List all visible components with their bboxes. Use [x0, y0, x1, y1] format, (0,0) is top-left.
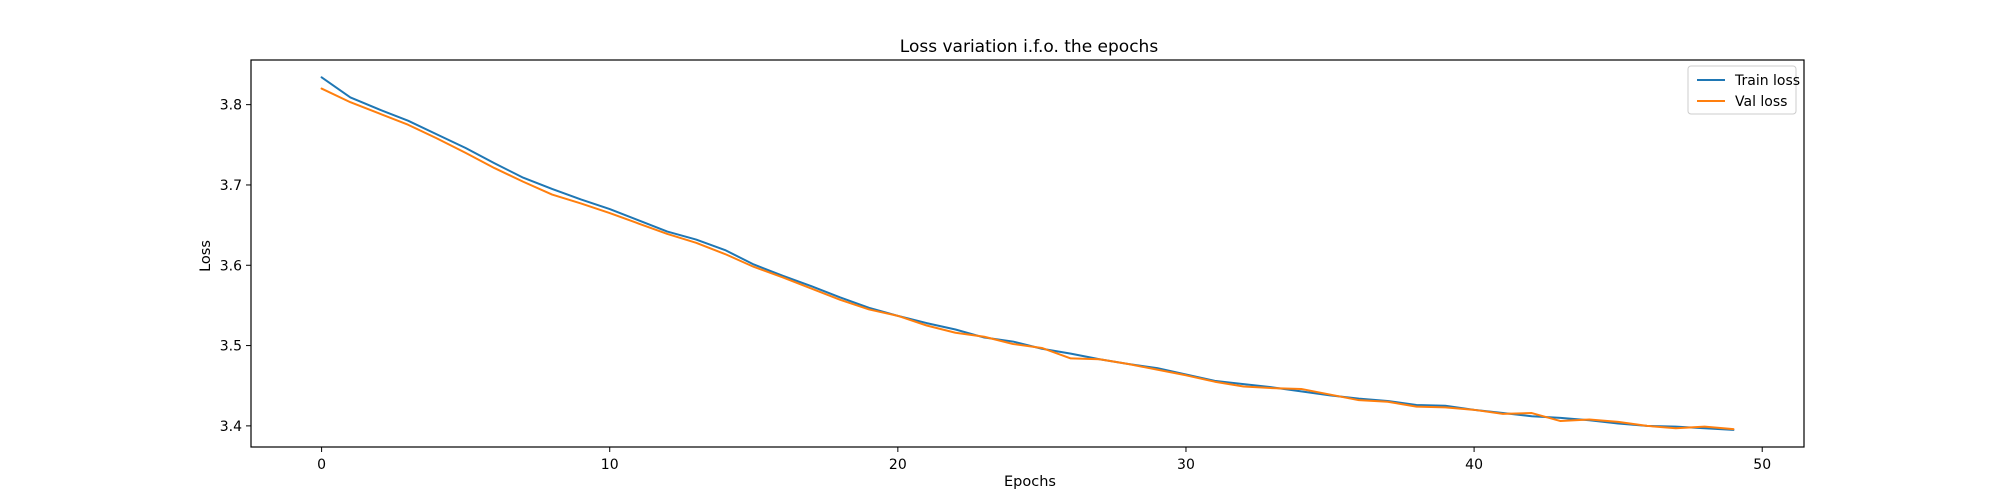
train-loss-line: [320, 76, 1735, 431]
y-tick-label: 3.4: [220, 419, 242, 435]
train-loss-legend-label: Train loss: [1734, 73, 1800, 89]
y-tick-label: 3.6: [220, 258, 242, 274]
val-loss-line: [320, 87, 1735, 431]
plot-area: 0 10 20 30 40 50 3.4 3.5 3.6 3.7 3.8: [220, 59, 1805, 473]
axes-frame: [250, 59, 1805, 448]
x-tick-label: 10: [601, 457, 619, 473]
x-tick-label: 50: [1753, 457, 1771, 473]
val-loss-legend-label: Val loss: [1735, 94, 1787, 110]
chart-title: Loss variation i.f.o. the epochs: [900, 37, 1159, 57]
x-tick-label: 0: [317, 457, 326, 473]
x-tick-label: 20: [889, 457, 907, 473]
x-axis-label: Epochs: [1004, 474, 1056, 490]
legend: Train loss Val loss: [1687, 65, 1800, 115]
y-tick-label: 3.8: [220, 98, 242, 114]
y-tick-label: 3.5: [220, 339, 242, 355]
y-tick-label: 3.7: [220, 178, 242, 194]
y-axis-label: Loss: [198, 240, 214, 272]
x-tick-label: 30: [1177, 457, 1195, 473]
x-tick-label: 40: [1465, 457, 1483, 473]
